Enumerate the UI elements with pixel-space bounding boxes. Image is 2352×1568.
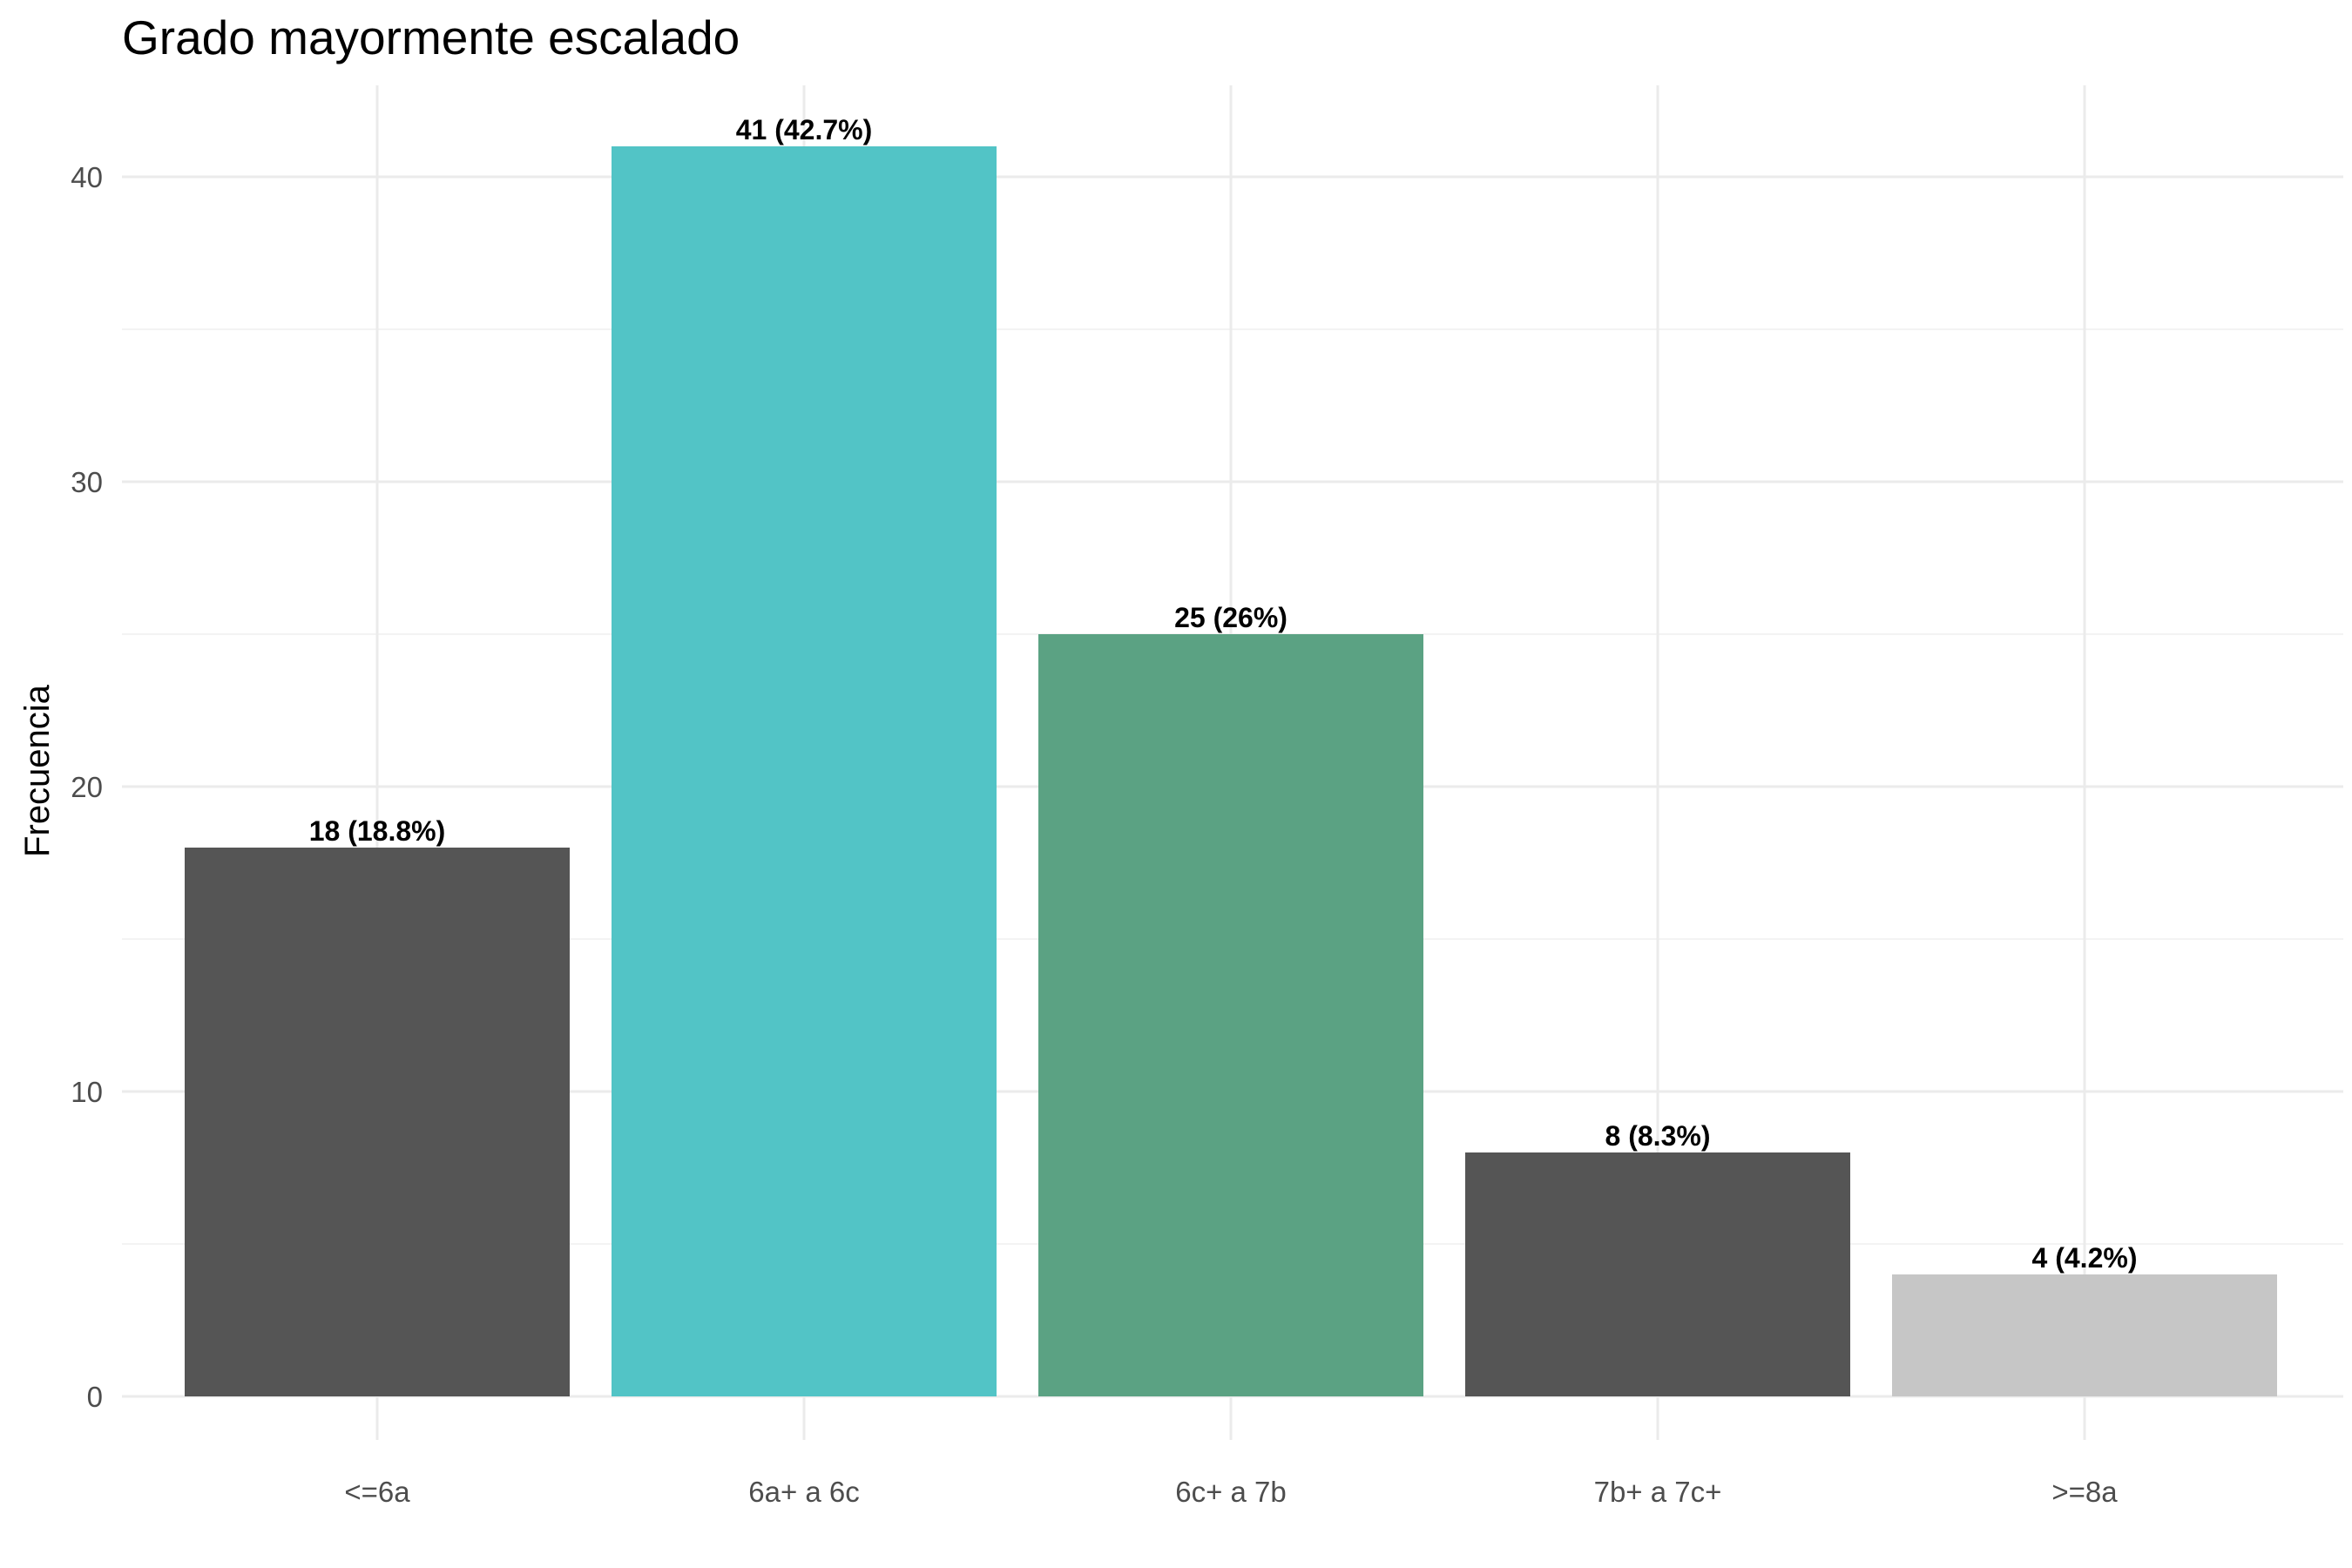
- bar-value-label: 41 (42.7%): [736, 114, 873, 145]
- y-tick-label: 40: [71, 161, 103, 193]
- y-tick-label: 10: [71, 1076, 103, 1108]
- bars: [185, 146, 2277, 1396]
- bar: [1892, 1274, 2277, 1396]
- bar: [612, 146, 997, 1396]
- bar: [1038, 634, 1423, 1396]
- bar-value-label: 25 (26%): [1174, 602, 1288, 633]
- x-tick-label: 7b+ a 7c+: [1594, 1476, 1722, 1508]
- x-tick-label: 6a+ a 6c: [748, 1476, 860, 1508]
- data-labels: 18 (18.8%) 41 (42.7%) 25 (26%) 8 (8.3%) 4 (4…: [309, 114, 2138, 1274]
- x-tick-label: 6c+ a 7b: [1175, 1476, 1287, 1508]
- y-tick-label: 0: [87, 1381, 103, 1413]
- bar-value-label: 4 (4.2%): [2032, 1242, 2138, 1274]
- y-tick-label: 20: [71, 771, 103, 803]
- bar: [185, 848, 570, 1396]
- bar: [1465, 1152, 1850, 1396]
- bar-value-label: 8 (8.3%): [1605, 1120, 1711, 1152]
- bar-value-label: 18 (18.8%): [309, 815, 446, 847]
- y-tick-label: 30: [71, 466, 103, 498]
- x-tick-label: <=6a: [344, 1476, 410, 1508]
- x-axis-ticks: <=6a 6a+ a 6c 6c+ a 7b 7b+ a 7c+ >=8a: [344, 1476, 2118, 1508]
- y-axis-ticks: 0 10 20 30 40: [71, 161, 103, 1413]
- chart-title: Grado mayormente escalado: [122, 10, 740, 64]
- x-tick-label: >=8a: [2051, 1476, 2118, 1508]
- y-axis-title: Frecuencia: [18, 684, 57, 857]
